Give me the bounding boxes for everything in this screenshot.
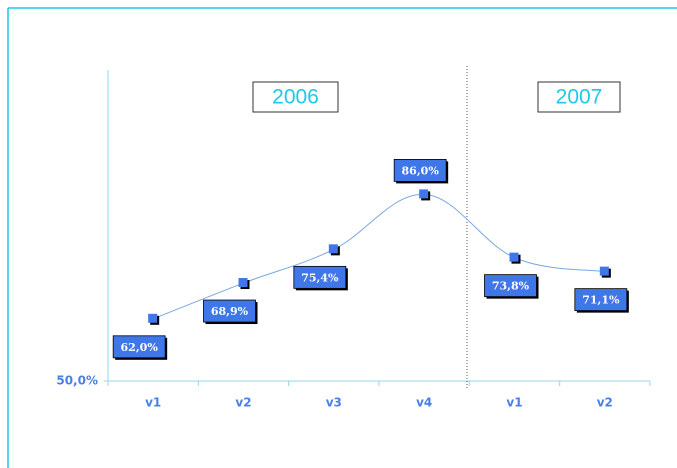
x-tick-label: v4 xyxy=(416,396,432,410)
marker xyxy=(509,252,519,262)
x-tick-label: v2 xyxy=(235,396,251,410)
value-label-box xyxy=(393,158,447,182)
marker xyxy=(238,278,248,288)
annotation-box xyxy=(537,81,621,113)
value-label-box xyxy=(203,299,256,323)
x-tick-label: v2 xyxy=(597,396,613,410)
annotation: 2007 xyxy=(556,86,603,109)
marker xyxy=(599,266,609,276)
value-label: 71,1% xyxy=(582,294,620,307)
annotation: 2006 xyxy=(272,86,319,109)
value-label-box xyxy=(574,288,628,312)
value-label: 68,9% xyxy=(211,305,249,318)
marker xyxy=(148,313,158,323)
value-label: 62,0% xyxy=(121,341,159,354)
value-label: 75,4% xyxy=(301,271,339,284)
marker xyxy=(419,189,429,199)
value-label: 73,8% xyxy=(492,280,530,293)
value-label-box xyxy=(293,265,347,289)
x-tick-label: v1 xyxy=(145,396,161,410)
annotation-box xyxy=(252,81,339,113)
value-label-box xyxy=(484,274,537,298)
y-tick-label: 50,0% xyxy=(56,374,98,388)
x-tick-label: v3 xyxy=(326,396,342,410)
value-label-box xyxy=(112,335,166,359)
marker xyxy=(328,244,338,254)
x-tick-label: v1 xyxy=(506,396,522,410)
value-label: 86,0% xyxy=(402,164,440,177)
